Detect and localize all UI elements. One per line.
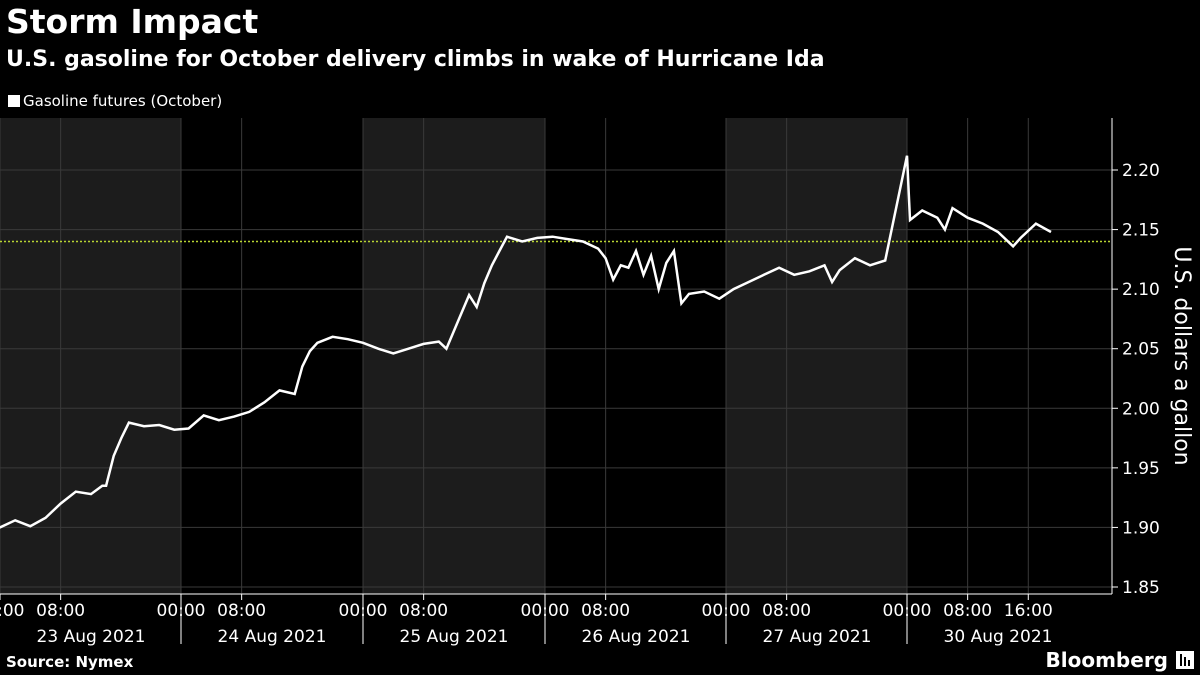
day-shading: [0, 118, 908, 594]
y-tick-label: 1.85: [1122, 578, 1160, 598]
y-tick-label: 1.90: [1122, 518, 1160, 538]
y-axis: 1.85 1.90 1.95 2.00 2.05 2.10 2.15 2.20 U.S. dol…: [1111, 118, 1194, 598]
x-tick-label: 08:00: [36, 601, 85, 621]
x-date-label: 27 Aug 2021: [763, 627, 872, 647]
legend: Gasoline futures (October): [8, 90, 222, 112]
day-shade: [363, 118, 545, 594]
x-tick-label: 08:00: [217, 601, 266, 621]
chart-title: Storm Impact: [6, 2, 259, 41]
legend-label: Gasoline futures (October): [23, 92, 223, 110]
y-axis-label: U.S. dollars a gallon: [1169, 246, 1194, 465]
x-date-label: 24 Aug 2021: [218, 627, 327, 647]
x-tick-label: 08:00: [762, 601, 811, 621]
source-note: Source: Nymex: [6, 653, 134, 671]
y-tick-label: 2.15: [1122, 221, 1160, 241]
y-tick-label: 1.95: [1122, 459, 1160, 479]
y-tick-label: 2.05: [1122, 340, 1160, 360]
bloomberg-logo: Bloomberg: [1045, 648, 1168, 672]
y-tick-label: 2.20: [1122, 161, 1160, 181]
x-tick-label: 08:00: [581, 601, 630, 621]
day-shade: [0, 118, 181, 594]
x-axis: 00:0008:0000:0008:0000:0008:0000:0008:00…: [0, 593, 1112, 647]
x-tick-label: 00:00: [0, 601, 25, 621]
series-line-gasoline-futures: [0, 155, 1052, 529]
day-shade: [726, 118, 907, 594]
legend-swatch: [8, 95, 20, 107]
series-group: [0, 155, 1052, 529]
x-tick-label: 16:00: [1004, 601, 1053, 621]
x-date-label: 23 Aug 2021: [37, 627, 146, 647]
bloomberg-terminal-icon: [1176, 651, 1194, 669]
y-tick-label: 2.10: [1122, 280, 1160, 300]
chart-subtitle: U.S. gasoline for October delivery climb…: [6, 47, 825, 72]
x-date-label: 26 Aug 2021: [582, 627, 691, 647]
x-tick-label: 08:00: [399, 601, 448, 621]
y-tick-label: 2.00: [1122, 399, 1160, 419]
x-date-label: 25 Aug 2021: [400, 627, 509, 647]
x-tick-label: 08:00: [943, 601, 992, 621]
x-date-label: 30 Aug 2021: [944, 627, 1053, 647]
grid-lines: [0, 118, 1112, 594]
